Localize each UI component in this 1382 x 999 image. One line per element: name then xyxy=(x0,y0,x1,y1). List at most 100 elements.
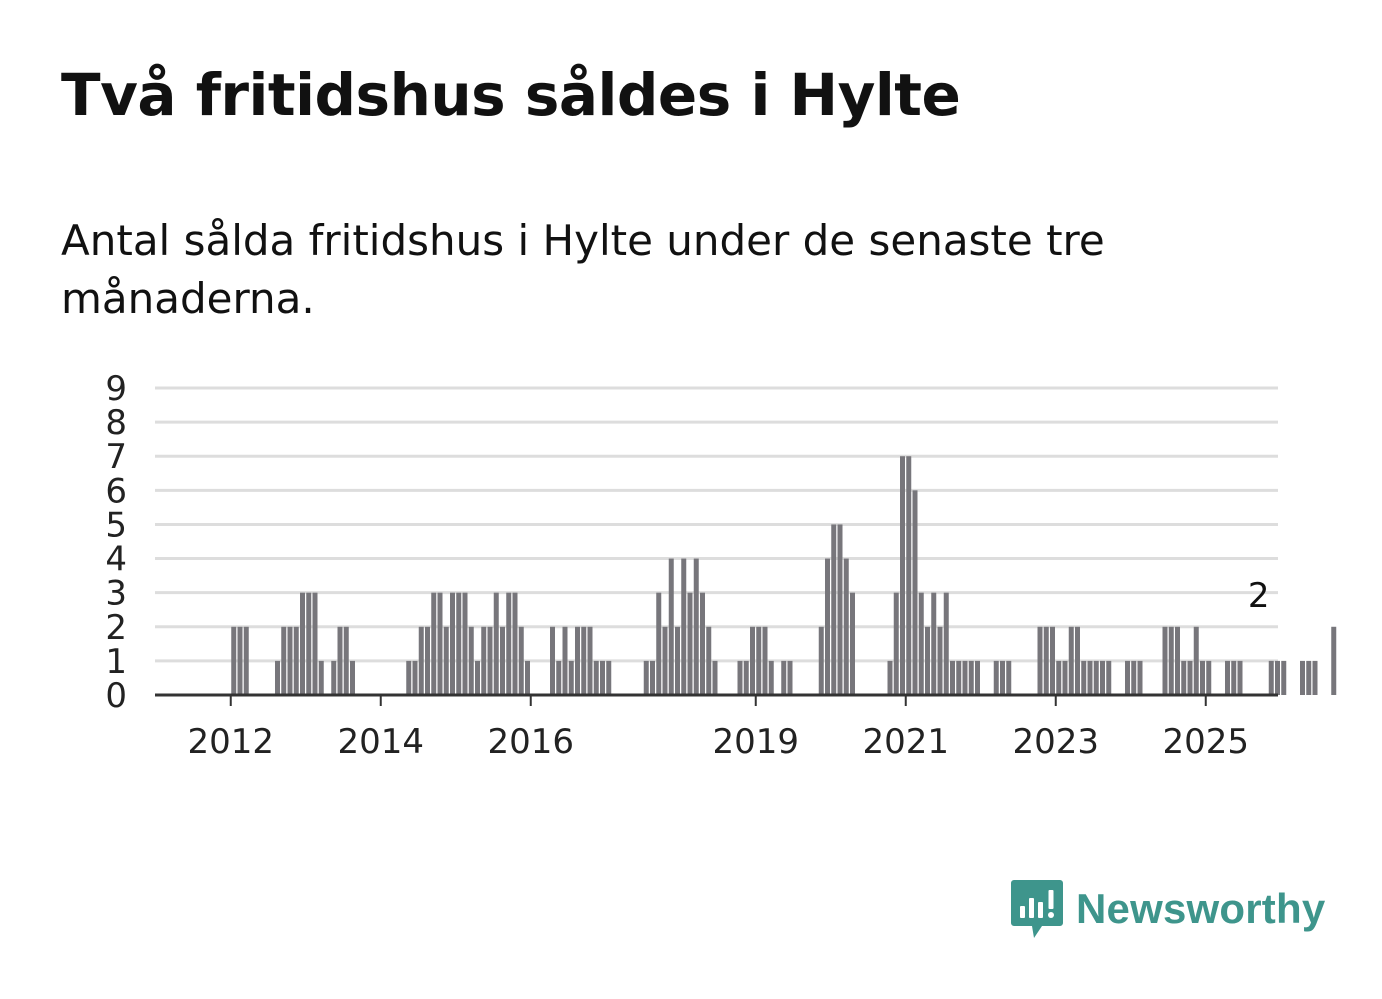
bar xyxy=(850,592,855,695)
bar xyxy=(500,626,505,695)
bar xyxy=(506,592,512,695)
bar xyxy=(825,558,830,695)
bar xyxy=(706,626,712,695)
bar xyxy=(743,660,749,695)
bar xyxy=(662,626,668,695)
bar xyxy=(1281,660,1287,695)
bar xyxy=(437,592,443,695)
bar xyxy=(1225,660,1230,695)
bar xyxy=(1087,660,1093,695)
bar xyxy=(425,626,430,695)
bar xyxy=(306,592,312,695)
bar xyxy=(525,660,530,695)
bar xyxy=(918,592,924,695)
bar xyxy=(450,592,455,695)
x-tick-label: 2016 xyxy=(487,722,574,762)
bar xyxy=(1050,626,1055,695)
bar xyxy=(456,592,462,695)
y-tick-label: 8 xyxy=(105,403,127,443)
bar xyxy=(575,626,580,695)
bar xyxy=(737,660,743,695)
bar xyxy=(231,626,237,695)
bar xyxy=(1131,660,1137,695)
bar xyxy=(975,660,980,695)
bar xyxy=(781,660,787,695)
bar xyxy=(768,660,774,695)
bar xyxy=(887,660,893,695)
chart-title: Två fritidshus såldes i Hylte xyxy=(61,61,961,129)
bar xyxy=(750,626,755,695)
bar xyxy=(681,558,687,695)
bar xyxy=(643,660,649,695)
bar xyxy=(1000,660,1005,695)
bar xyxy=(600,660,605,695)
bar xyxy=(818,626,824,695)
bar xyxy=(1275,660,1280,695)
bar xyxy=(512,592,518,695)
bar xyxy=(487,626,493,695)
x-tick-label: 2019 xyxy=(712,722,799,762)
bar xyxy=(650,660,655,695)
bar xyxy=(762,626,768,695)
y-tick-label: 5 xyxy=(105,505,127,545)
bar xyxy=(1068,626,1074,695)
bar xyxy=(443,626,449,695)
x-tick-label: 2023 xyxy=(1012,722,1099,762)
bar xyxy=(1300,660,1305,695)
bar xyxy=(1056,660,1062,695)
bar xyxy=(1162,626,1168,695)
bar xyxy=(1100,660,1105,695)
highlight-value-label: 2 xyxy=(1248,576,1270,616)
bar xyxy=(412,660,418,695)
x-tick-label: 2021 xyxy=(862,722,949,762)
bar xyxy=(962,660,968,695)
bar xyxy=(1268,660,1274,695)
bar xyxy=(1237,660,1243,695)
bar xyxy=(675,626,680,695)
bar xyxy=(912,490,918,695)
bar xyxy=(1206,660,1212,695)
x-tick-label: 2012 xyxy=(187,722,274,762)
bar xyxy=(1043,626,1049,695)
bar xyxy=(556,660,562,695)
bar xyxy=(956,660,962,695)
bar xyxy=(587,626,593,695)
y-tick-label: 4 xyxy=(105,540,127,580)
bar xyxy=(406,660,412,695)
bar xyxy=(331,660,337,695)
y-tick-label: 1 xyxy=(105,642,127,682)
bar xyxy=(568,660,574,695)
bar xyxy=(756,626,762,695)
bar xyxy=(968,660,974,695)
bar xyxy=(937,626,943,695)
bar xyxy=(993,660,999,695)
bar xyxy=(312,592,318,695)
bar xyxy=(925,626,930,695)
bar xyxy=(700,592,705,695)
bar xyxy=(593,660,599,695)
bar xyxy=(237,626,243,695)
bar xyxy=(550,626,555,695)
newsworthy-logo: Newsworthy xyxy=(1010,878,1325,940)
bar xyxy=(1137,660,1143,695)
bar xyxy=(287,626,293,695)
bar xyxy=(1200,660,1205,695)
x-tick-label: 2014 xyxy=(337,722,424,762)
bar xyxy=(687,592,693,695)
bar xyxy=(300,592,305,695)
bar xyxy=(1168,626,1174,695)
bar xyxy=(1062,660,1068,695)
bar xyxy=(837,524,843,695)
x-tick-label: 2025 xyxy=(1162,722,1249,762)
y-tick-label: 2 xyxy=(105,608,127,648)
bar xyxy=(318,660,324,695)
bar xyxy=(1075,626,1080,695)
bar xyxy=(343,626,349,695)
bar xyxy=(1093,660,1099,695)
bar xyxy=(243,626,249,695)
bar xyxy=(712,660,718,695)
bar xyxy=(843,558,849,695)
bar xyxy=(1175,626,1180,695)
y-tick-label: 9 xyxy=(105,369,127,409)
